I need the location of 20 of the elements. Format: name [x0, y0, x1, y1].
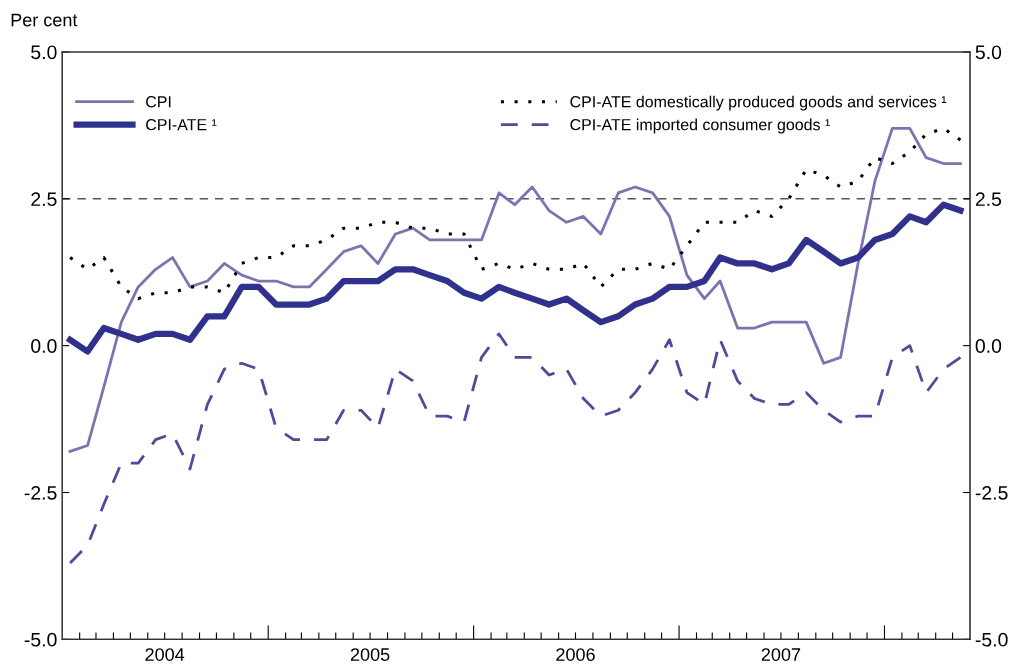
y-axis-title: Per cent	[11, 13, 78, 27]
y-tick-label: -5.0	[24, 632, 57, 647]
legend-label: CPI-ATE domestically produced goods and services ¹	[570, 95, 947, 111]
legend-label: CPI	[146, 96, 171, 108]
line-series	[68, 332, 962, 565]
legend-label: CPI-ATE imported consumer goods ¹	[570, 118, 830, 134]
y-tick-label: 2.5	[31, 192, 57, 207]
y2-tick-label: -5.0	[975, 632, 1008, 647]
y2-tick-label: 5.0	[975, 45, 1002, 60]
x-tick-label: 2006	[556, 648, 595, 661]
y2-tick-label: -2.5	[975, 485, 1008, 500]
x-tick-label: 2007	[761, 648, 801, 661]
y-tick-label: 0.0	[31, 339, 57, 353]
y2-tick-label: 0.0	[975, 339, 1002, 353]
legend-label: CPI-ATE ¹	[146, 118, 217, 131]
x-tick-label: 2005	[350, 648, 390, 661]
y-tick-label: -2.5	[24, 485, 57, 500]
y2-tick-label: 2.5	[975, 192, 1002, 207]
y-tick-label: 5.0	[31, 45, 57, 60]
x-tick-label: 2004	[145, 648, 185, 661]
